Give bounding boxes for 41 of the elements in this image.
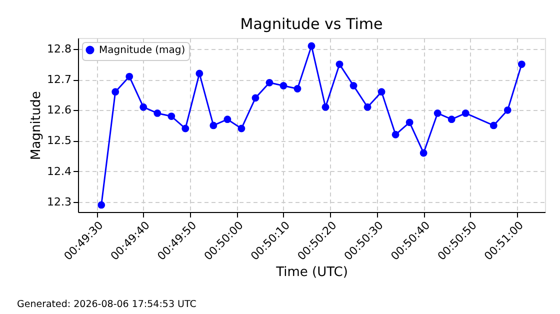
- point: [434, 110, 442, 117]
- y-tick-label: 12.6: [47, 104, 72, 117]
- point: [364, 103, 372, 111]
- point: [98, 201, 106, 209]
- point: [490, 122, 498, 130]
- point: [322, 103, 330, 111]
- point: [420, 149, 428, 157]
- text: Generated: 2026-08-06 17:54:53 UTC: [17, 299, 197, 310]
- point: [112, 88, 120, 96]
- point: [210, 122, 218, 130]
- point: [168, 112, 176, 120]
- y-axis-title: Magnitude: [29, 91, 44, 160]
- point: [252, 94, 260, 102]
- legend-label: Magnitude (mag): [99, 45, 186, 56]
- point: [392, 130, 400, 138]
- point: [448, 116, 456, 124]
- point: [280, 82, 288, 90]
- point: [406, 118, 414, 126]
- point: [154, 110, 162, 117]
- y-tick-label: 12.5: [47, 134, 72, 148]
- point: [308, 42, 316, 50]
- point: [504, 106, 512, 114]
- x-axis-title: Time (UTC): [275, 265, 348, 280]
- point: [294, 85, 302, 92]
- point: [126, 72, 134, 80]
- y-tick-label: 12.7: [47, 73, 72, 86]
- y-tick-label: 12.8: [47, 42, 72, 56]
- point: [518, 60, 526, 68]
- point: [140, 103, 148, 111]
- point: [350, 82, 358, 90]
- point: [336, 60, 344, 68]
- chart-title: Magnitude vs Time: [240, 15, 383, 33]
- point: [378, 88, 386, 96]
- y-tick-label: 12.4: [47, 164, 72, 178]
- y-tick-label: 12.3: [47, 195, 72, 208]
- point: [182, 124, 190, 132]
- point: [238, 124, 246, 132]
- point: [196, 70, 204, 78]
- point: [266, 78, 274, 86]
- point: [224, 116, 232, 124]
- point: [462, 110, 470, 117]
